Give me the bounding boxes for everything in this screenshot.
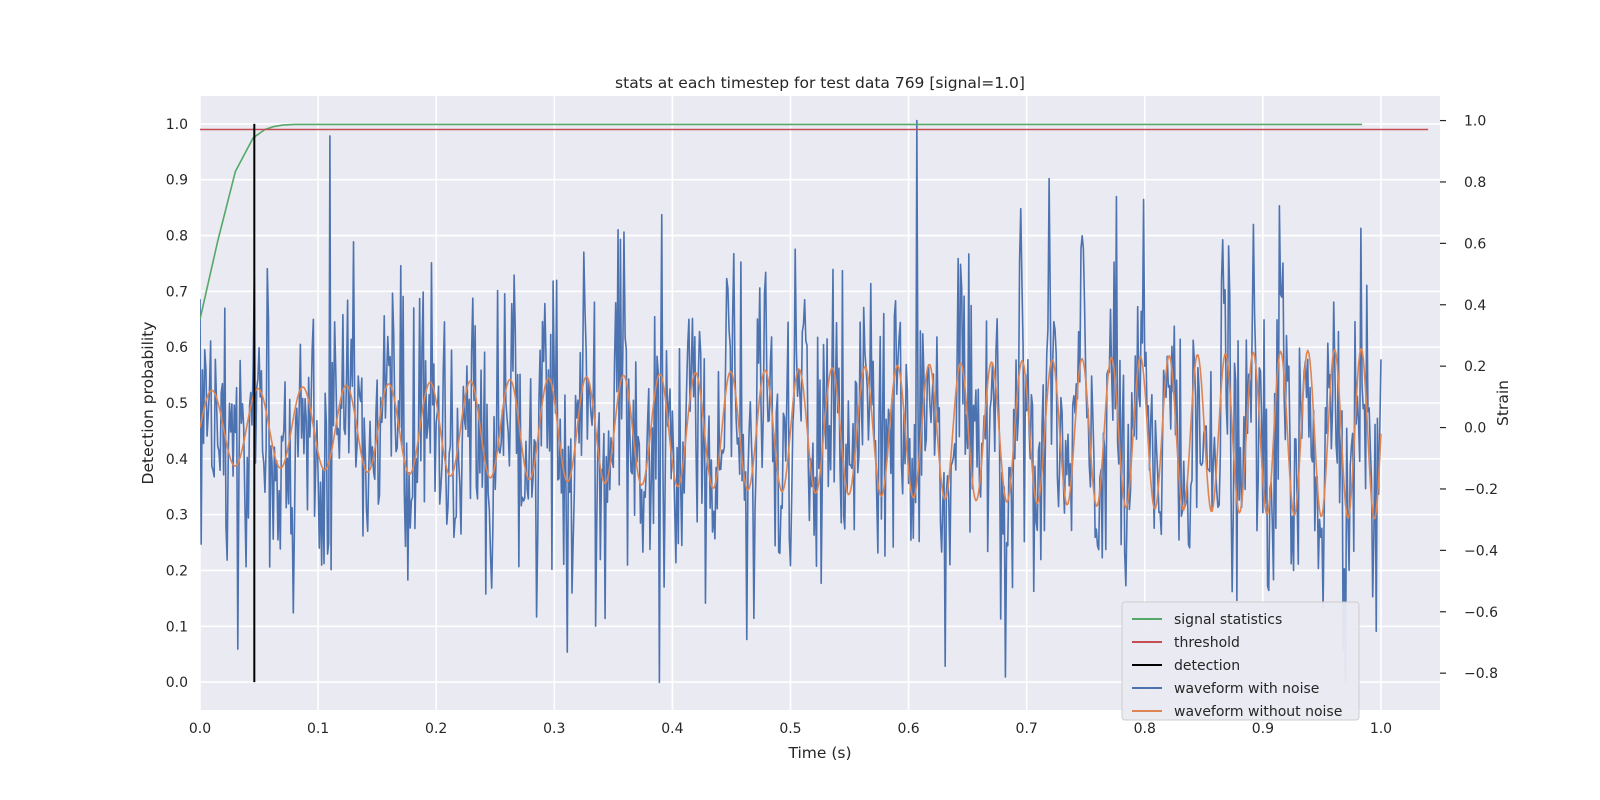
y-right-tick-label: −0.2 [1464,482,1498,498]
x-axis-label: Time (s) [787,744,851,762]
x-tick-label: 1.0 [1370,721,1392,737]
legend-label: detection [1174,658,1240,674]
y-left-tick-label: 0.8 [166,229,188,245]
y-axis-right-label: Strain [1494,380,1512,426]
y-right-tick-label: 0.0 [1464,421,1486,437]
x-tick-label: 0.8 [1134,721,1156,737]
y-axis-right: −0.8 −0.6 −0.4 −0.2 0.0 0.2 0.4 0.6 0.8 1.0 [1440,114,1498,682]
x-tick-label: 0.6 [897,721,919,737]
y-right-tick-label: 0.6 [1464,236,1486,252]
legend-label: threshold [1174,635,1240,651]
y-left-tick-label: 1.0 [166,117,188,133]
waveform-with-noise-line [200,119,1382,684]
x-tick-label: 0.2 [425,721,447,737]
x-tick-label: 0.5 [779,721,801,737]
x-tick-label: 0.3 [543,721,565,737]
y-right-tick-label: 0.4 [1464,298,1486,314]
y-right-tick-label: −0.6 [1464,605,1498,621]
y-right-tick-label: −0.4 [1464,543,1498,559]
y-axis-left: 0.0 0.1 0.2 0.3 0.4 0.5 0.6 0.7 0.8 0.9 1.0 [166,117,188,691]
y-left-tick-label: 0.3 [166,508,188,524]
x-tick-label: 0.0 [189,721,211,737]
x-tick-label: 0.9 [1252,721,1274,737]
x-tick-label: 0.4 [661,721,683,737]
legend-label: waveform with noise [1174,681,1319,697]
x-tick-label: 0.1 [307,721,329,737]
y-left-tick-label: 0.9 [166,173,188,189]
y-left-tick-label: 0.6 [166,340,188,356]
waveform-without-noise-line [200,347,1382,520]
chart-title: stats at each timestep for test data 769… [615,74,1025,92]
y-right-tick-label: −0.8 [1464,666,1498,682]
signal-statistics-line [200,123,1363,320]
y-left-tick-label: 0.2 [166,563,188,579]
legend: signal statistics threshold detection wavef… [1121,601,1360,721]
y-right-tick-label: 0.8 [1464,175,1486,191]
y-right-tick-label: 0.2 [1464,359,1486,375]
y-left-tick-label: 0.4 [166,452,188,468]
y-axis-left-label: Detection probability [139,322,157,485]
legend-box [1121,601,1360,721]
y-left-tick-label: 0.7 [166,284,188,300]
y-left-tick-label: 0.0 [166,675,188,691]
x-axis: 0.0 0.1 0.2 0.3 0.4 0.5 0.6 0.7 0.8 0.9 1.0 [189,721,1392,737]
x-tick-label: 0.7 [1016,721,1038,737]
legend-label: waveform without noise [1174,704,1342,720]
legend-label: signal statistics [1174,612,1282,628]
y-left-tick-label: 0.1 [166,619,188,635]
y-left-tick-label: 0.5 [166,396,188,412]
series-layer [200,119,1429,684]
y-right-tick-label: 1.0 [1464,114,1486,130]
